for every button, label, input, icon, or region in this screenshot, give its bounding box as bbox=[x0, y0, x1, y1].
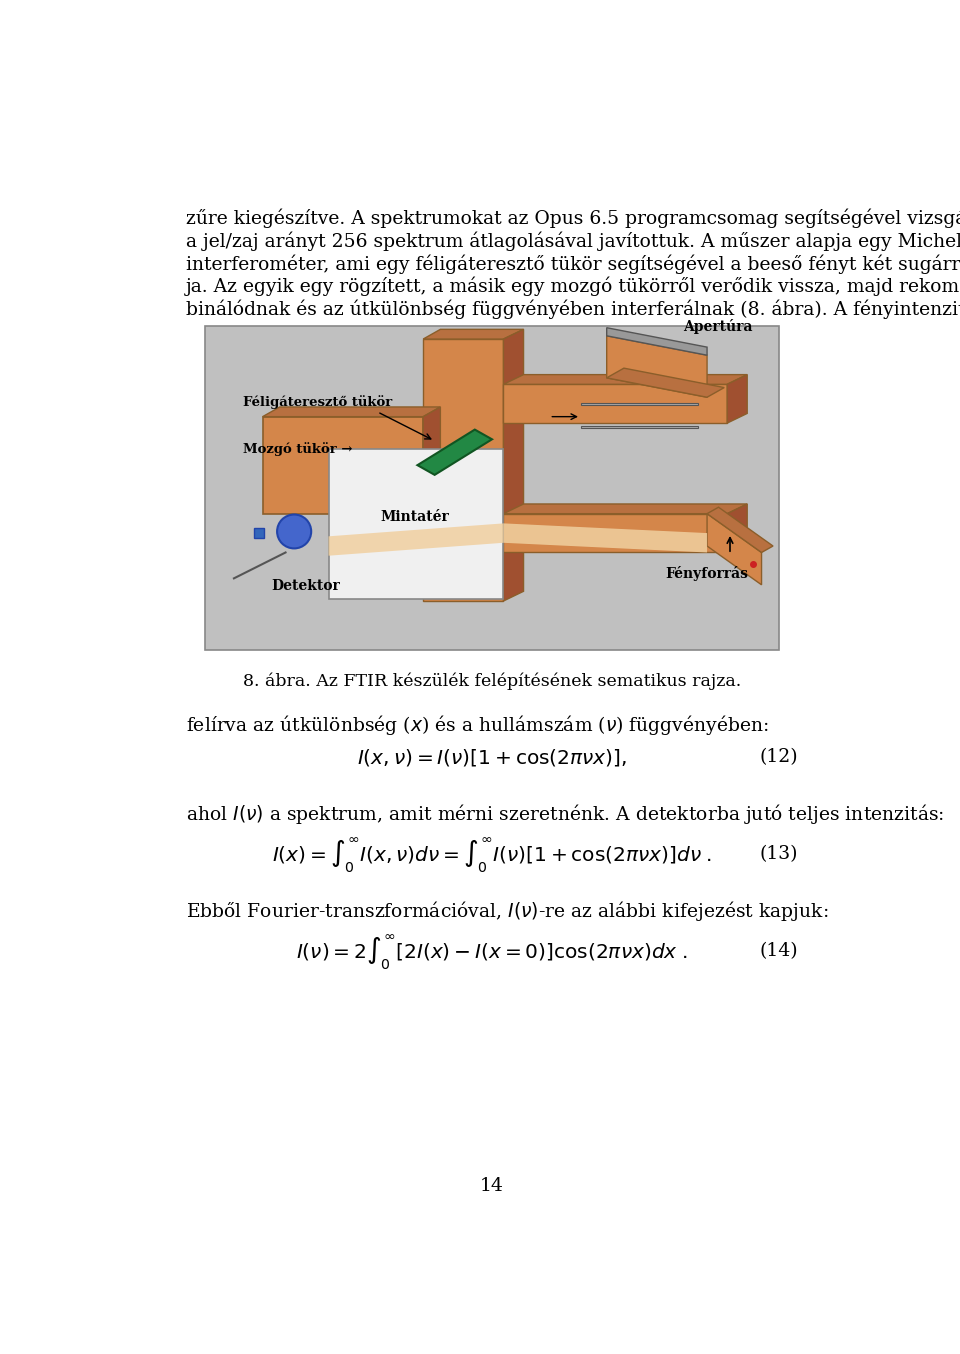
Bar bbox=[205, 326, 779, 650]
Polygon shape bbox=[423, 408, 441, 513]
Text: 8. ábra. Az FTIR készülék felépítésének sematikus rajza.: 8. ábra. Az FTIR készülék felépítésének … bbox=[243, 673, 741, 691]
Polygon shape bbox=[708, 508, 773, 552]
Text: $I(x,\nu) = I(\nu)[1 + \cos(2\pi\nu x)],$: $I(x,\nu) = I(\nu)[1 + \cos(2\pi\nu x)],… bbox=[357, 747, 627, 768]
Polygon shape bbox=[503, 504, 747, 513]
Text: Fényforrás: Fényforrás bbox=[665, 566, 749, 581]
Text: interferométer, ami egy féligáteresztő tükör segítségével a beeső fényt két sugá: interferométer, ami egy féligáteresztő t… bbox=[186, 255, 960, 274]
Polygon shape bbox=[727, 375, 747, 422]
Text: (14): (14) bbox=[759, 942, 798, 960]
Text: Apertúra: Apertúra bbox=[684, 320, 753, 334]
Polygon shape bbox=[263, 417, 423, 513]
Bar bbox=[581, 427, 699, 428]
Text: Féligáteresztő tükör: Féligáteresztő tükör bbox=[243, 395, 392, 409]
Text: Mintatér: Mintatér bbox=[380, 510, 449, 524]
Text: Ebből Fourier-transzformációval, $I(\nu)$-re az alábbi kifejezést kapjuk:: Ebből Fourier-transzformációval, $I(\nu)… bbox=[186, 899, 828, 923]
Text: (13): (13) bbox=[759, 845, 798, 864]
Text: felírva az útkülönbség ($x$) és a hullámszám ($\nu$) függvényében:: felírva az útkülönbség ($x$) és a hullám… bbox=[186, 712, 769, 737]
Polygon shape bbox=[418, 429, 492, 475]
Polygon shape bbox=[503, 375, 747, 385]
Text: 14: 14 bbox=[480, 1177, 504, 1194]
Bar bbox=[581, 403, 699, 405]
Text: ahol $I(\nu)$ a spektrum, amit mérni szeretnénk. A detektorba jutó teljes intenz: ahol $I(\nu)$ a spektrum, amit mérni sze… bbox=[186, 802, 945, 826]
Text: zűre kiegészítve. A spektrumokat az Opus 6.5 programcsomag segítségével vizsgált: zűre kiegészítve. A spektrumokat az Opus… bbox=[186, 209, 960, 229]
Bar bbox=[328, 450, 503, 600]
Text: Detektor: Detektor bbox=[272, 580, 340, 593]
Text: a jel/zaj arányt 256 spektrum átlagolásával javítottuk. A műszer alapja egy Mich: a jel/zaj arányt 256 spektrum átlagolásá… bbox=[186, 232, 960, 250]
Polygon shape bbox=[607, 368, 724, 397]
Polygon shape bbox=[708, 513, 761, 585]
Bar bbox=[254, 528, 264, 538]
Polygon shape bbox=[328, 524, 503, 555]
Polygon shape bbox=[727, 504, 747, 552]
Text: (12): (12) bbox=[759, 749, 798, 766]
Polygon shape bbox=[423, 329, 523, 338]
Polygon shape bbox=[607, 336, 708, 397]
Polygon shape bbox=[263, 408, 441, 417]
Text: $I(\nu) = 2\int_0^{\infty} [2I(x) - I(x=0)]\cos(2\pi\nu x)dx\;.$: $I(\nu) = 2\int_0^{\infty} [2I(x) - I(x=… bbox=[297, 932, 687, 971]
Circle shape bbox=[277, 515, 311, 548]
Text: binálódnak és az útkülönbség függvényében interferálnak (8. ábra). A fényintenzi: binálódnak és az útkülönbség függvényébe… bbox=[186, 299, 960, 320]
Polygon shape bbox=[503, 385, 727, 422]
Polygon shape bbox=[503, 513, 727, 552]
Polygon shape bbox=[503, 524, 708, 552]
Polygon shape bbox=[607, 328, 708, 355]
Text: $I(x) = \int_0^{\infty} I(x,\nu)d\nu = \int_0^{\infty} I(\nu)[1 + \cos(2\pi\nu x: $I(x) = \int_0^{\infty} I(x,\nu)d\nu = \… bbox=[272, 835, 712, 873]
Text: ja. Az egyik egy rögzített, a másik egy mozgó tükörről verődik vissza, majd reko: ja. Az egyik egy rögzített, a másik egy … bbox=[186, 276, 960, 297]
Polygon shape bbox=[423, 338, 503, 601]
Text: Mozgó tükör →: Mozgó tükör → bbox=[243, 441, 352, 456]
Polygon shape bbox=[503, 329, 523, 601]
